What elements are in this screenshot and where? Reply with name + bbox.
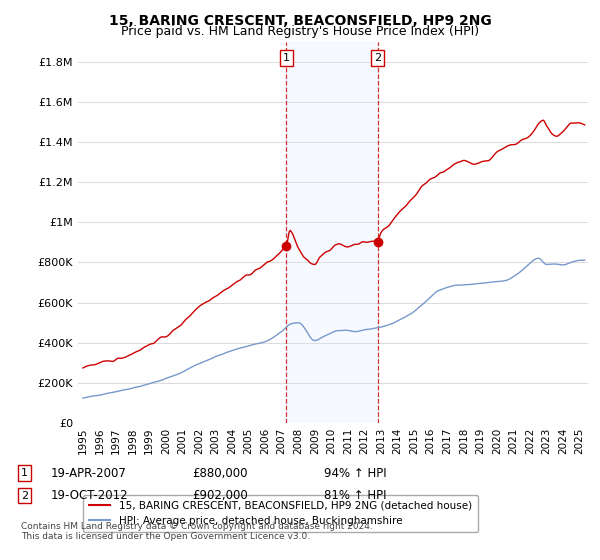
- Text: £902,000: £902,000: [192, 489, 248, 502]
- Text: Contains HM Land Registry data © Crown copyright and database right 2024.
This d: Contains HM Land Registry data © Crown c…: [21, 522, 373, 542]
- Text: £880,000: £880,000: [192, 466, 248, 480]
- Text: 2: 2: [21, 491, 28, 501]
- Text: 1: 1: [21, 468, 28, 478]
- Text: Price paid vs. HM Land Registry's House Price Index (HPI): Price paid vs. HM Land Registry's House …: [121, 25, 479, 38]
- Text: 19-APR-2007: 19-APR-2007: [51, 466, 127, 480]
- Text: 15, BARING CRESCENT, BEACONSFIELD, HP9 2NG: 15, BARING CRESCENT, BEACONSFIELD, HP9 2…: [109, 14, 491, 28]
- Text: 1: 1: [283, 53, 290, 63]
- Bar: [286, 42, 377, 423]
- Text: 2: 2: [374, 53, 381, 63]
- Legend: 15, BARING CRESCENT, BEACONSFIELD, HP9 2NG (detached house), HPI: Average price,: 15, BARING CRESCENT, BEACONSFIELD, HP9 2…: [83, 494, 478, 533]
- Text: 19-OCT-2012: 19-OCT-2012: [51, 489, 128, 502]
- Text: 94% ↑ HPI: 94% ↑ HPI: [324, 466, 386, 480]
- Text: 81% ↑ HPI: 81% ↑ HPI: [324, 489, 386, 502]
